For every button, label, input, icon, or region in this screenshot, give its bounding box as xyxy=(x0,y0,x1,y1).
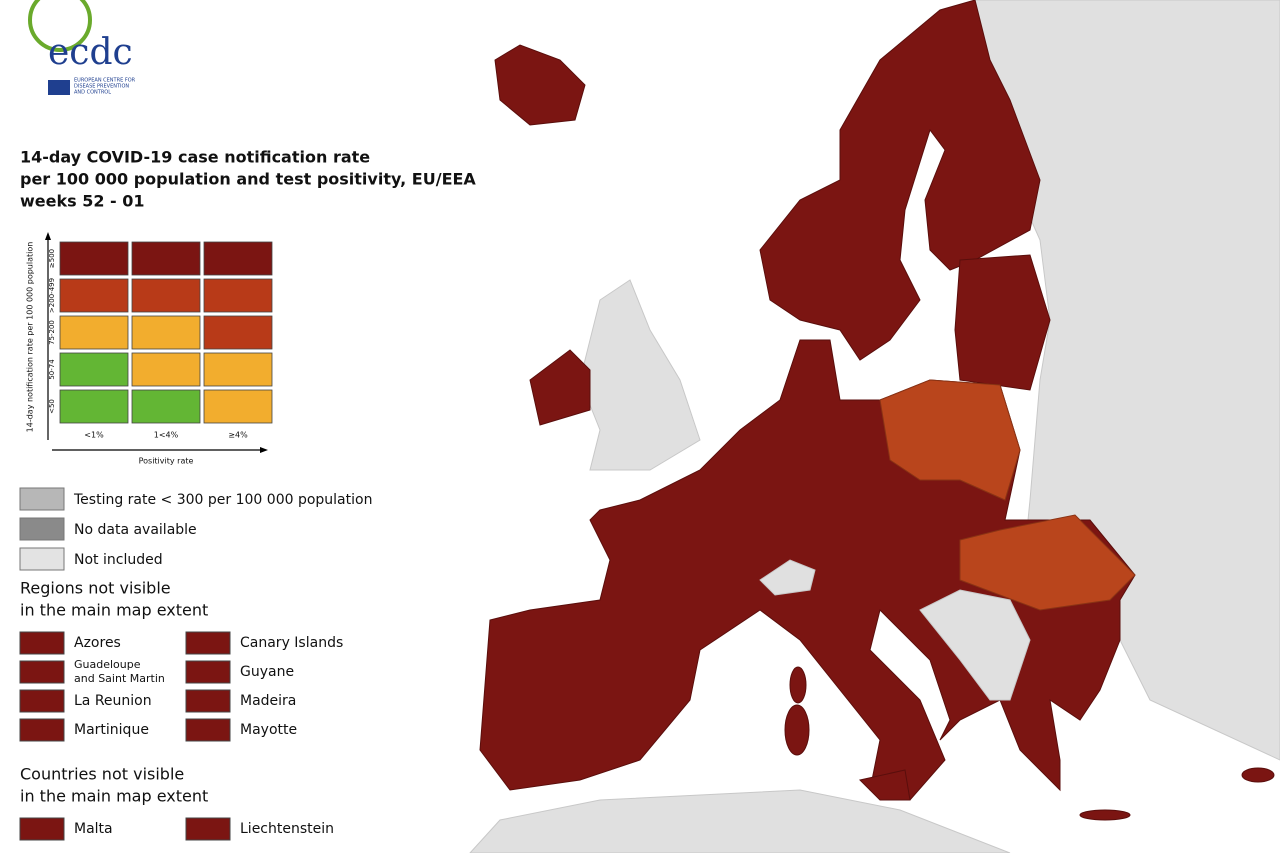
title-line: 14-day COVID-19 case notification rate xyxy=(20,148,370,167)
matrix-cell xyxy=(59,352,129,387)
region-swatch xyxy=(185,631,231,655)
matrix-cell xyxy=(59,389,129,424)
title-line: per 100 000 population and test positivi… xyxy=(20,170,476,189)
matrix-cell xyxy=(131,278,201,313)
region-label: and Saint Martin xyxy=(74,672,165,685)
column-label: 1<4% xyxy=(154,431,179,440)
region-swatch xyxy=(19,817,65,841)
y-arrow-head xyxy=(45,232,51,240)
region-swatch xyxy=(185,718,231,742)
matrix-cell xyxy=(59,278,129,313)
legend: Testing rate < 300 per 100 000 populatio… xyxy=(19,487,372,571)
region-swatch xyxy=(19,689,65,713)
region-label: Malta xyxy=(74,821,113,837)
matrix-cell xyxy=(203,352,273,387)
matrix-cell xyxy=(131,315,201,350)
matrix-cell xyxy=(131,352,201,387)
matrix-cell xyxy=(203,241,273,276)
title-line: weeks 52 - 01 xyxy=(20,192,145,211)
western-balkans xyxy=(919,589,1031,701)
region-label: La Reunion xyxy=(74,693,152,709)
sicily xyxy=(859,769,911,801)
legend-swatch xyxy=(19,517,65,541)
matrix-legend: ≥500 >200-499 75-200 50-74 <50 <1% 1<4% ≥4% 14-d… xyxy=(26,232,273,466)
section-heading: in the main map extent xyxy=(20,601,208,620)
section-heading: in the main map extent xyxy=(20,787,208,806)
region-swatch xyxy=(19,718,65,742)
region-label: Madeira xyxy=(240,693,296,709)
region-label: Guyane xyxy=(240,664,294,680)
row-label: <50 xyxy=(48,399,56,414)
cyprus xyxy=(1241,767,1275,783)
logo-text: ecdc xyxy=(48,32,133,73)
title: 14-day COVID-19 case notification rate pe… xyxy=(20,148,476,211)
region-swatch xyxy=(185,660,231,684)
section-heading: Regions not visible xyxy=(20,579,171,598)
region-swatch xyxy=(19,631,65,655)
matrix-cell xyxy=(59,315,129,350)
column-label: <1% xyxy=(84,431,104,440)
logo-subtitle-line: EUROPEAN CENTRE FOR xyxy=(74,78,136,84)
regions-legend: Regions not visible in the main map exten… xyxy=(19,579,343,742)
region-label: Canary Islands xyxy=(240,635,343,651)
row-label: ≥500 xyxy=(48,249,56,268)
row-label: 75-200 xyxy=(48,320,56,345)
logo-subtitle-line: DISEASE PREVENTION xyxy=(74,84,129,90)
region-swatch xyxy=(185,689,231,713)
region-label: Mayotte xyxy=(240,722,297,738)
matrix-cell xyxy=(203,278,273,313)
iceland xyxy=(494,44,586,126)
x-arrow-head xyxy=(260,447,268,453)
column-label: ≥4% xyxy=(228,431,248,440)
matrix-cell xyxy=(59,241,129,276)
row-label: >200-499 xyxy=(48,278,56,313)
x-axis-label: Positivity rate xyxy=(139,457,194,466)
switzerland xyxy=(759,559,816,596)
logo-globe xyxy=(28,0,92,52)
region-label: Azores xyxy=(74,635,121,651)
legend-label: Testing rate < 300 per 100 000 populatio… xyxy=(73,492,372,508)
region-swatch xyxy=(19,660,65,684)
scandinavia xyxy=(759,0,1041,361)
legend-swatch xyxy=(19,547,65,571)
map xyxy=(469,0,1280,853)
y-axis-label: 14-day notification rate per 100 000 pop… xyxy=(26,242,35,433)
eu-flag xyxy=(48,80,70,95)
row-label: 50-74 xyxy=(48,359,56,380)
section-heading: Countries not visible xyxy=(20,765,184,784)
corsica xyxy=(789,666,807,704)
region-label: Liechtenstein xyxy=(240,821,334,837)
matrix-cell xyxy=(131,389,201,424)
legend-label: No data available xyxy=(74,522,197,538)
matrix-cell xyxy=(131,241,201,276)
logo-subtitle-line: AND CONTROL xyxy=(74,90,111,96)
crete xyxy=(1079,809,1131,821)
united-kingdom xyxy=(579,279,701,471)
romania xyxy=(959,514,1136,611)
countries-legend: Countries not visible in the main map ext… xyxy=(19,765,334,841)
poland xyxy=(879,379,1021,501)
ireland xyxy=(529,349,591,426)
baltics xyxy=(954,254,1051,391)
legend-label: Not included xyxy=(74,552,163,568)
sardinia xyxy=(784,704,810,756)
north-africa xyxy=(469,789,1011,853)
region-label: Guadeloupe xyxy=(74,658,141,671)
matrix-cell xyxy=(203,389,273,424)
matrix-cell xyxy=(203,315,273,350)
legend-swatch xyxy=(19,487,65,511)
region-swatch xyxy=(185,817,231,841)
region-label: Martinique xyxy=(74,722,149,738)
